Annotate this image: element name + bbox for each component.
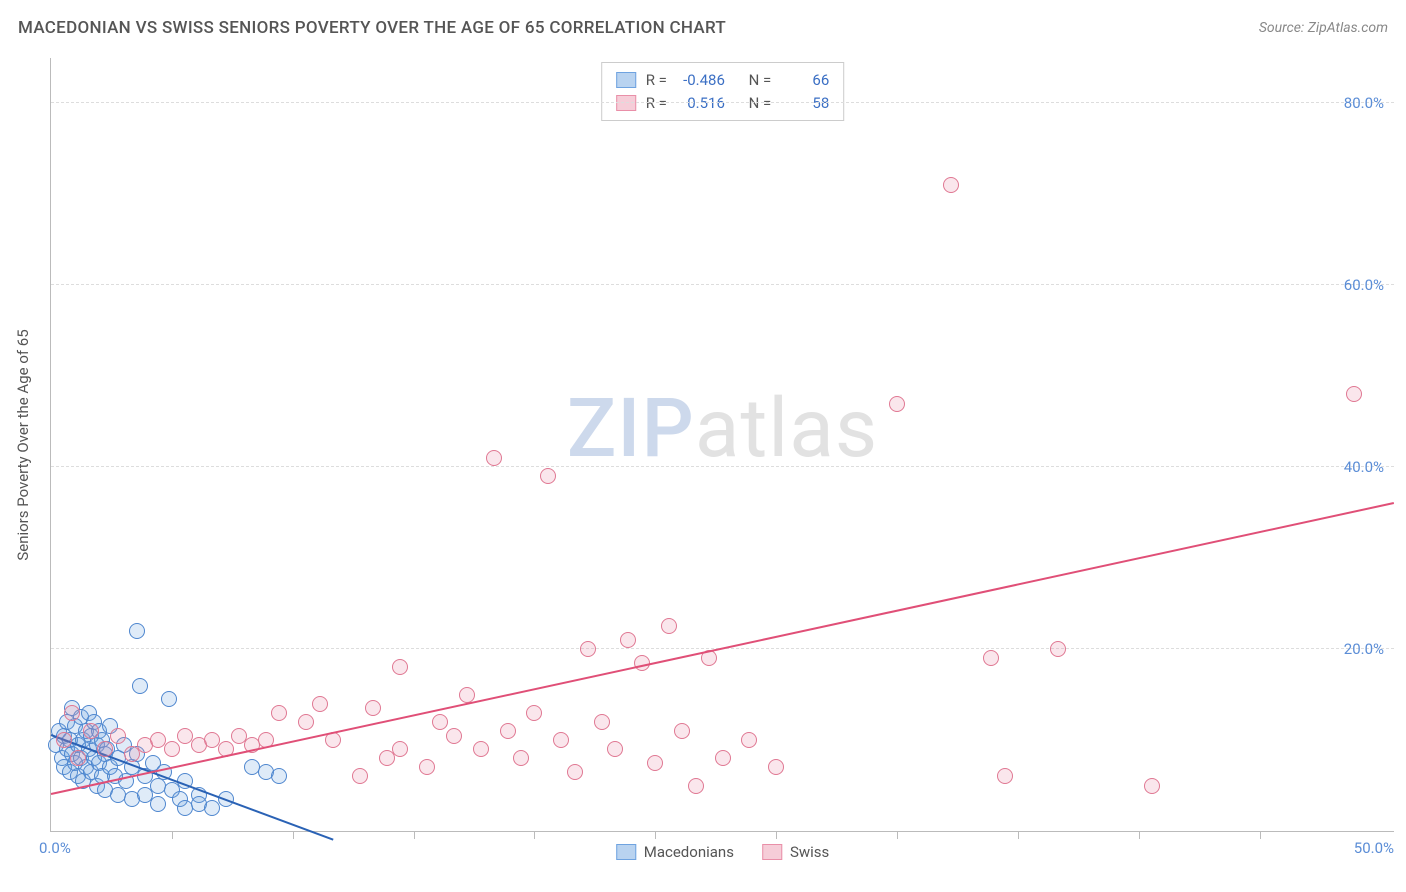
data-point [647,755,663,771]
gridline-h [51,284,1394,285]
data-point [271,705,287,721]
data-point [943,177,959,193]
x-tick [776,831,777,839]
data-point [70,750,86,766]
x-tick [897,831,898,839]
data-point [271,768,287,784]
data-point [715,750,731,766]
data-point [132,678,148,694]
data-point [580,641,596,657]
watermark-atlas: atlas [695,381,878,477]
data-point [526,705,542,721]
n-value-macedonians: 66 [781,69,829,92]
x-tick [1018,831,1019,839]
data-point [513,750,529,766]
data-point [661,618,677,634]
data-point [983,650,999,666]
chart-container: MACEDONIAN VS SWISS SENIORS POVERTY OVER… [0,0,1406,892]
data-point [459,687,475,703]
swatch-macedonians [616,72,636,88]
data-point [129,623,145,639]
data-point [540,468,556,484]
plot-area: Seniors Poverty Over the Age of 65 ZIPat… [50,58,1394,832]
x-tick [414,831,415,839]
x-tick-label-50: 50.0% [1354,839,1394,857]
data-point [768,759,784,775]
data-point [620,632,636,648]
n-label: N = [749,69,772,92]
gridline-h [51,102,1394,103]
x-tick [1139,831,1140,839]
data-point [1346,386,1362,402]
legend-label-swiss: Swiss [790,843,829,861]
data-point [500,723,516,739]
chart-title: MACEDONIAN VS SWISS SENIORS POVERTY OVER… [18,18,726,38]
legend-swatch-swiss [762,844,782,860]
data-point [365,700,381,716]
data-point [379,750,395,766]
data-point [164,741,180,757]
watermark: ZIPatlas [567,381,878,477]
data-point [741,732,757,748]
r-label: R = [646,69,667,92]
x-tick [534,831,535,839]
x-tick [293,831,294,839]
data-point [997,768,1013,784]
legend-swatch-macedonians [616,844,636,860]
data-point [64,705,80,721]
data-point [83,723,99,739]
header-row: MACEDONIAN VS SWISS SENIORS POVERTY OVER… [18,18,1388,38]
data-point [419,759,435,775]
data-point [688,778,704,794]
x-tick [1260,831,1261,839]
data-point [473,741,489,757]
data-point [446,728,462,744]
data-point [674,723,690,739]
data-point [392,741,408,757]
y-axis-title: Seniors Poverty Over the Age of 65 [14,329,32,560]
y-tick-label: 40.0% [1344,458,1384,476]
data-point [312,696,328,712]
data-point [594,714,610,730]
x-tick-label-0: 0.0% [39,839,71,857]
data-point [553,732,569,748]
r-value-macedonians: -0.486 [677,69,725,92]
data-point [56,732,72,748]
legend-label-macedonians: Macedonians [644,843,734,861]
legend-item-macedonians: Macedonians [616,843,734,861]
x-tick [172,831,173,839]
data-point [392,659,408,675]
data-point [161,691,177,707]
data-point [1050,641,1066,657]
data-point [432,714,448,730]
data-point [486,450,502,466]
data-point [97,741,113,757]
data-point [1144,778,1160,794]
data-point [298,714,314,730]
stats-row-macedonians: R = -0.486 N = 66 [616,69,830,92]
y-tick-label: 60.0% [1344,276,1384,294]
gridline-h [51,466,1394,467]
watermark-zip: ZIP [567,381,695,477]
data-point [607,741,623,757]
data-point [150,796,166,812]
y-tick-label: 80.0% [1344,94,1384,112]
y-tick-label: 20.0% [1344,640,1384,658]
legend-item-swiss: Swiss [762,843,829,861]
stats-legend-box: R = -0.486 N = 66 R = 0.516 N = 58 [601,62,845,121]
data-point [567,764,583,780]
data-point [889,396,905,412]
data-point [352,768,368,784]
legend-bottom: Macedonians Swiss [616,843,830,861]
data-point [110,728,126,744]
x-tick [655,831,656,839]
source-label: Source: ZipAtlas.com [1259,20,1388,36]
